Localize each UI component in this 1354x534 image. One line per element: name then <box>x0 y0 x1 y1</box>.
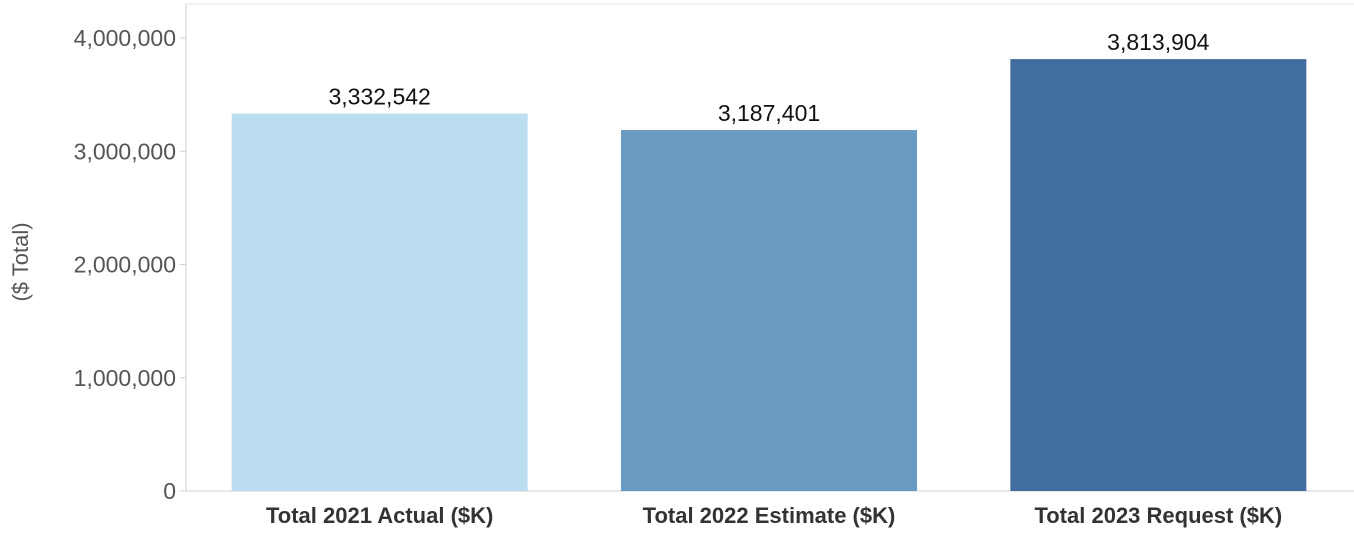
y-tick-label: 3,000,000 <box>74 138 176 164</box>
y-tick-label: 2,000,000 <box>74 252 176 278</box>
bar-value-label: 3,187,401 <box>718 100 820 126</box>
y-tick-label: 0 <box>163 478 176 504</box>
bar <box>231 113 528 492</box>
bar-value-label: 3,332,542 <box>329 84 431 110</box>
x-category-label: Total 2021 Actual ($K) <box>266 503 493 528</box>
bar <box>1010 59 1307 491</box>
x-axis-labels: Total 2021 Actual ($K) Total 2022 Estimat… <box>266 503 1282 528</box>
x-category-label: Total 2023 Request ($K) <box>1034 503 1282 528</box>
y-axis-ticks: 0 1,000,000 2,000,000 3,000,000 4,000,000 <box>74 25 186 504</box>
x-category-label: Total 2022 Estimate ($K) <box>643 503 896 528</box>
y-tick-label: 4,000,000 <box>74 25 176 51</box>
value-labels-group: 3,332,542 3,187,401 3,813,904 <box>329 29 1210 126</box>
y-axis-title: ($ Total) <box>8 222 33 301</box>
y-tick-label: 1,000,000 <box>74 365 176 391</box>
bar <box>621 130 917 491</box>
bars-group <box>231 59 1307 492</box>
bar-value-label: 3,813,904 <box>1107 29 1210 55</box>
